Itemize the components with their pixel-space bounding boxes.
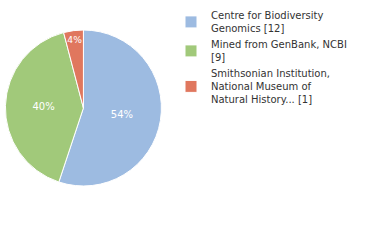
svg-text:4%: 4% [67, 35, 82, 45]
svg-text:Centre for BiodiversityGenomic: Centre for BiodiversityGenomics [12] [211, 10, 324, 34]
svg-text:54%: 54% [111, 109, 133, 120]
svg-text:40%: 40% [32, 101, 54, 112]
svg-text:Smithsonian Institution,Nation: Smithsonian Institution,National Museum … [211, 68, 330, 105]
svg-text:Mined from GenBank, NCBI[9]: Mined from GenBank, NCBI[9] [211, 39, 347, 63]
